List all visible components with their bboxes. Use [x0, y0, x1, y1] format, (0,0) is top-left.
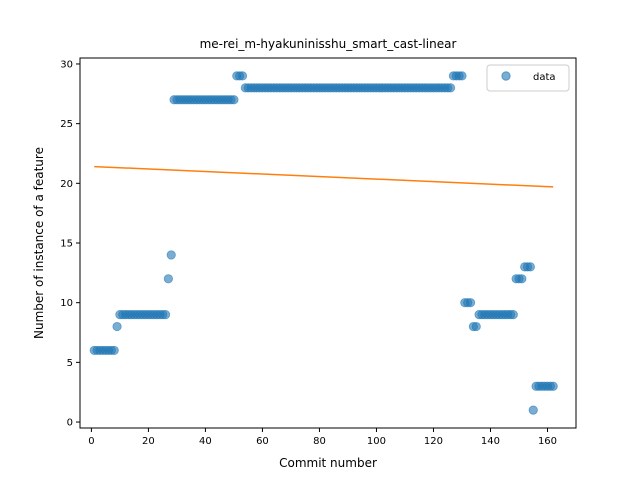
data-point — [445, 83, 456, 93]
data-point — [160, 310, 171, 320]
data-point — [112, 321, 122, 332]
y-axis-label: Number of instance of a feature — [32, 147, 46, 339]
x-tick-label: 120 — [424, 436, 443, 447]
chart-title: me-rei_m-hyakuninisshu_smart_cast-linear — [200, 37, 457, 51]
data-point — [465, 298, 476, 308]
data-point — [528, 405, 538, 415]
data-point — [109, 345, 119, 356]
x-tick-label: 60 — [256, 436, 269, 447]
data-point — [457, 71, 467, 81]
plot-frame — [79, 57, 577, 429]
legend: data — [486, 64, 570, 92]
y-tick-label: 15 — [60, 239, 73, 250]
x-tick-label: 100 — [367, 436, 386, 447]
x-tick-label: 140 — [481, 436, 500, 447]
data-point — [525, 262, 535, 272]
scatter-points — [89, 71, 558, 415]
y-tick-label: 5 — [67, 358, 73, 369]
plot-area — [80, 58, 576, 428]
data-point — [517, 274, 527, 284]
x-axis-label: Commit number — [279, 456, 377, 470]
y-axis-ticks: 0 5 10 15 20 25 30 — [60, 59, 80, 429]
data-point — [166, 250, 176, 260]
x-tick-label: 20 — [142, 436, 155, 447]
y-tick-label: 30 — [60, 59, 73, 70]
fit-line — [94, 165, 554, 188]
legend-label-data: data — [533, 72, 556, 83]
data-point — [548, 381, 558, 391]
legend-box — [486, 64, 570, 92]
y-tick-label: 10 — [60, 298, 73, 309]
legend-marker — [501, 71, 511, 81]
x-tick-label: 160 — [538, 436, 557, 447]
y-tick-label: 0 — [67, 418, 73, 429]
data-point — [508, 310, 518, 320]
x-tick-label: 40 — [199, 436, 212, 447]
x-tick-label: 0 — [88, 436, 94, 447]
x-tick-label: 80 — [313, 436, 326, 447]
data-point — [229, 95, 239, 105]
fit-line-group — [94, 165, 554, 188]
data-point — [163, 274, 173, 284]
y-tick-label: 25 — [60, 119, 73, 130]
data-point — [471, 321, 481, 332]
y-tick-label: 20 — [60, 179, 73, 190]
data-point — [237, 71, 248, 81]
x-axis-ticks: 0 20 40 60 80 100 120 140 160 — [88, 428, 557, 447]
